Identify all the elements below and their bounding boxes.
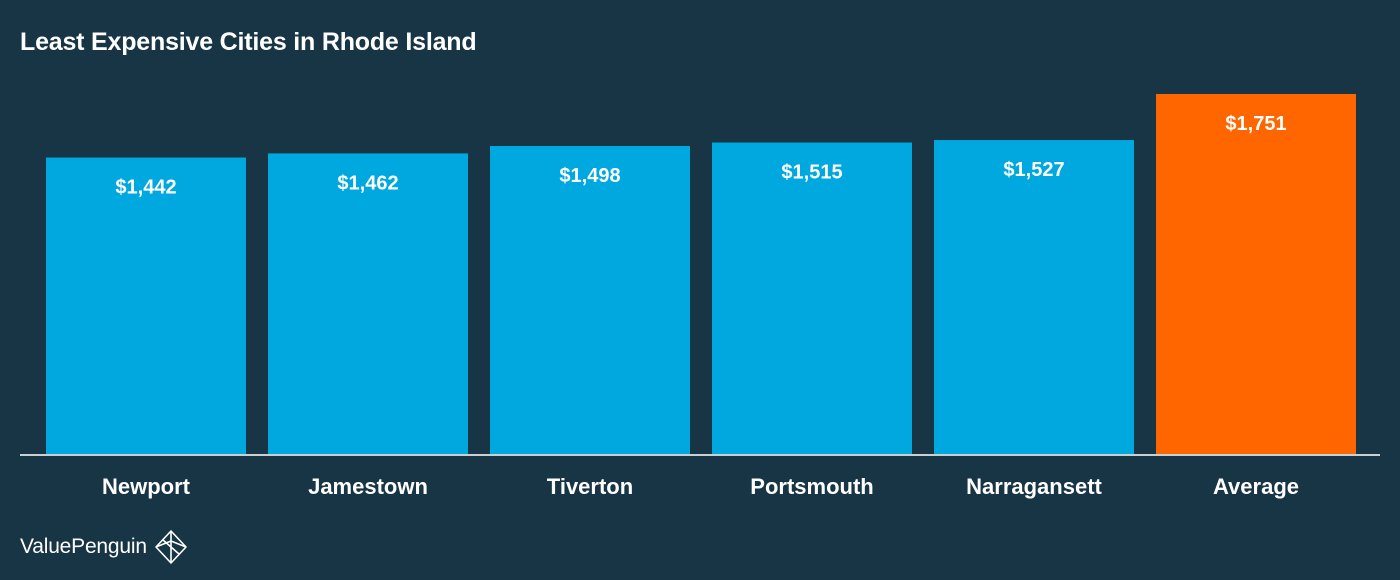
bar-tiverton [490,146,690,454]
penguin-diamond-icon [155,530,187,564]
category-label-jamestown: Jamestown [308,474,428,499]
data-label-newport: $1,442 [115,177,176,199]
brand-logo: ValuePenguin [20,530,189,564]
data-label-portsmouth: $1,515 [781,162,842,184]
bar-average [1156,94,1356,454]
category-label-narragansett: Narragansett [966,474,1102,499]
brand-name: ValuePenguin [20,535,147,558]
data-label-average: $1,751 [1225,113,1286,135]
data-label-tiverton: $1,498 [559,165,620,187]
labels-group: $1,442 Newport $1,462 Jamestown $1,498 Tivert… [102,113,1299,499]
chart-title: Least Expensive Cities in Rhode Island [20,28,477,56]
bar-newport [46,157,246,454]
bar-narragansett [934,140,1134,454]
category-label-newport: Newport [102,474,191,499]
data-label-narragansett: $1,527 [1003,159,1064,181]
bar-portsmouth [712,142,912,454]
category-label-tiverton: Tiverton [547,474,633,499]
category-label-average: Average [1213,474,1299,499]
data-label-jamestown: $1,462 [337,172,398,194]
bar-jamestown [268,153,468,454]
category-label-portsmouth: Portsmouth [750,474,873,499]
bars-group [46,94,1356,454]
